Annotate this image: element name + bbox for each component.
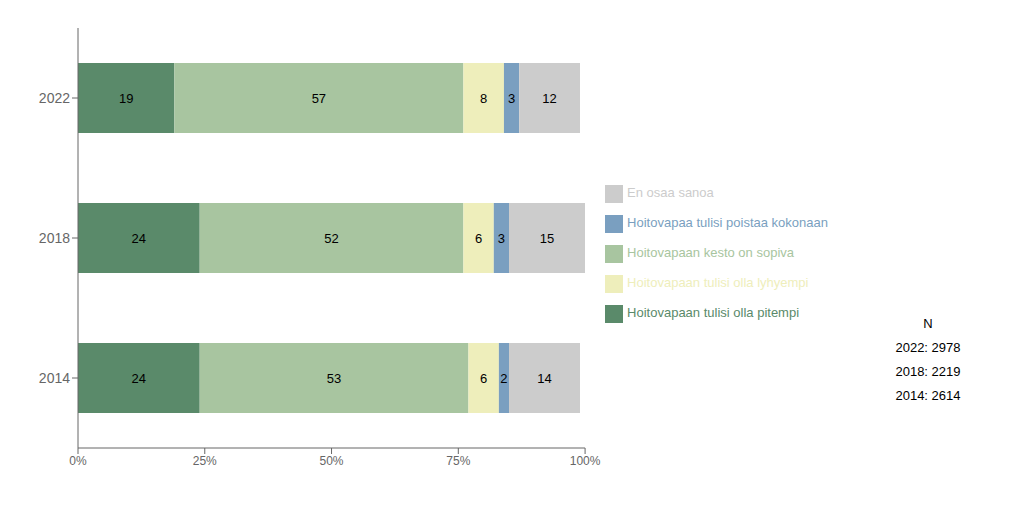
html-text:Hoitovapaan tulisi olla pitemp: Hoitovapaan tulisi olla pitempi — [627, 305, 800, 320]
svg-text:12: 12 — [542, 91, 556, 106]
html-text:N: N — [923, 316, 933, 331]
svg-text:14: 14 — [537, 371, 551, 386]
svg-text:19: 19 — [119, 91, 133, 106]
svg-text:15: 15 — [540, 231, 554, 246]
html-text:2014: 2614: 2014: 2614 — [895, 388, 961, 403]
svg-text:2022: 2022 — [39, 90, 70, 106]
svg-text:52: 52 — [324, 231, 338, 246]
svg-text:3: 3 — [508, 91, 515, 106]
svg-text:3: 3 — [498, 231, 505, 246]
html-text:2022: 2978: 2022: 2978 — [895, 340, 961, 355]
svg-text:2018: 2018 — [39, 230, 70, 246]
svg-text:50%: 50% — [320, 454, 344, 468]
svg-text:6: 6 — [480, 371, 487, 386]
svg-text:25%: 25% — [193, 454, 217, 468]
html-text:En osaa sanoa: En osaa sanoa — [627, 185, 714, 200]
svg-text:53: 53 — [327, 371, 341, 386]
svg-text:8: 8 — [480, 91, 487, 106]
html-text:Hoitovapaan kesto on sopiva: Hoitovapaan kesto on sopiva — [627, 245, 794, 260]
svg-text:24: 24 — [132, 371, 146, 386]
svg-text:6: 6 — [475, 231, 482, 246]
svg-text:24: 24 — [132, 231, 146, 246]
html-text:2018: 2219: 2018: 2219 — [895, 364, 961, 379]
svg-text:2014: 2014 — [39, 370, 70, 386]
html-text:Hoitovapaan tulisi olla lyhyem: Hoitovapaan tulisi olla lyhyempi — [627, 275, 809, 290]
svg-text:100%: 100% — [570, 454, 601, 468]
svg-text:57: 57 — [312, 91, 326, 106]
svg-text:2: 2 — [500, 371, 507, 386]
svg-text:75%: 75% — [446, 454, 470, 468]
html-text:Hoitovapaa tulisi poistaa koko: Hoitovapaa tulisi poistaa kokonaan — [627, 215, 828, 230]
svg-text:0%: 0% — [69, 454, 87, 468]
